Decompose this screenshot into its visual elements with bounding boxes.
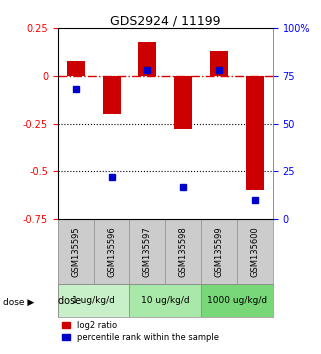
Bar bbox=[210, 51, 228, 76]
FancyBboxPatch shape bbox=[129, 284, 201, 317]
Title: GDS2924 / 11199: GDS2924 / 11199 bbox=[110, 14, 221, 27]
Bar bbox=[174, 76, 192, 129]
FancyBboxPatch shape bbox=[58, 284, 129, 317]
Text: dose: dose bbox=[58, 296, 85, 306]
Text: GSM135599: GSM135599 bbox=[214, 226, 224, 277]
Text: 1 ug/kg/d: 1 ug/kg/d bbox=[72, 296, 115, 305]
Bar bbox=[67, 61, 85, 76]
Text: 10 ug/kg/d: 10 ug/kg/d bbox=[141, 296, 190, 305]
FancyBboxPatch shape bbox=[201, 284, 273, 317]
Text: dose ▶: dose ▶ bbox=[3, 298, 34, 307]
Bar bbox=[103, 76, 120, 114]
Text: GSM135596: GSM135596 bbox=[107, 226, 116, 277]
Text: GSM135600: GSM135600 bbox=[250, 226, 259, 277]
Text: GSM135595: GSM135595 bbox=[71, 226, 80, 277]
Text: GSM135597: GSM135597 bbox=[143, 226, 152, 277]
Bar bbox=[246, 76, 264, 190]
Legend: log2 ratio, percentile rank within the sample: log2 ratio, percentile rank within the s… bbox=[62, 321, 219, 342]
Text: 1000 ug/kg/d: 1000 ug/kg/d bbox=[207, 296, 267, 305]
Text: GSM135598: GSM135598 bbox=[179, 226, 188, 277]
Bar bbox=[138, 42, 156, 76]
